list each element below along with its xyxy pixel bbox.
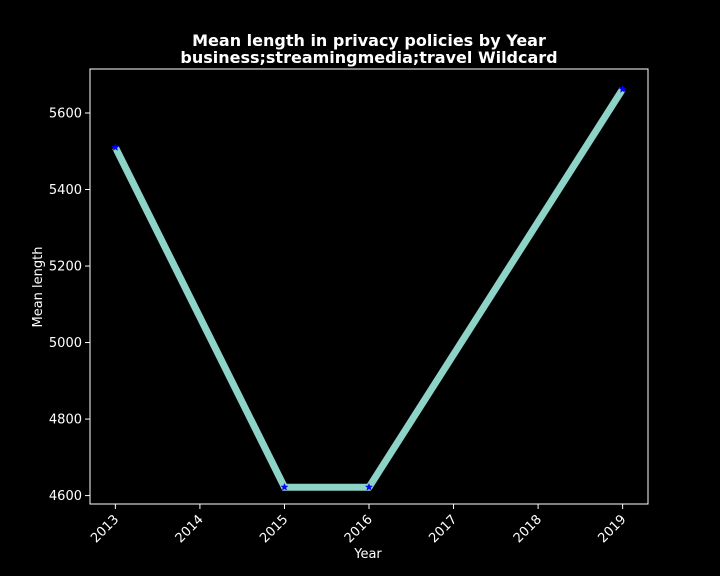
- series-line: [112, 87, 626, 491]
- data-point-marker: [111, 143, 120, 151]
- chart-title-line-2: business;streamingmedia;travel Wildcard: [180, 48, 557, 67]
- y-tick-label: 5400: [49, 183, 82, 198]
- data-point-marker: [618, 84, 627, 93]
- chart-title-line-1: Mean length in privacy policies by Year: [192, 31, 546, 50]
- y-tick-label: 4800: [49, 413, 82, 428]
- y-tick-label: 5600: [49, 106, 82, 121]
- data-point-marker: [364, 482, 374, 491]
- x-axis-label: Year: [353, 547, 382, 562]
- y-axis-label: Mean length: [31, 247, 46, 328]
- y-tick-label: 5200: [49, 260, 82, 275]
- y-tick-label: 5000: [49, 336, 82, 351]
- data-point-marker: [280, 482, 289, 491]
- y-tick-label: 4600: [49, 489, 82, 504]
- series-layer: [111, 84, 627, 491]
- y-axis-ticks: 4600 4800 5000 5200 5400 5600: [49, 106, 90, 504]
